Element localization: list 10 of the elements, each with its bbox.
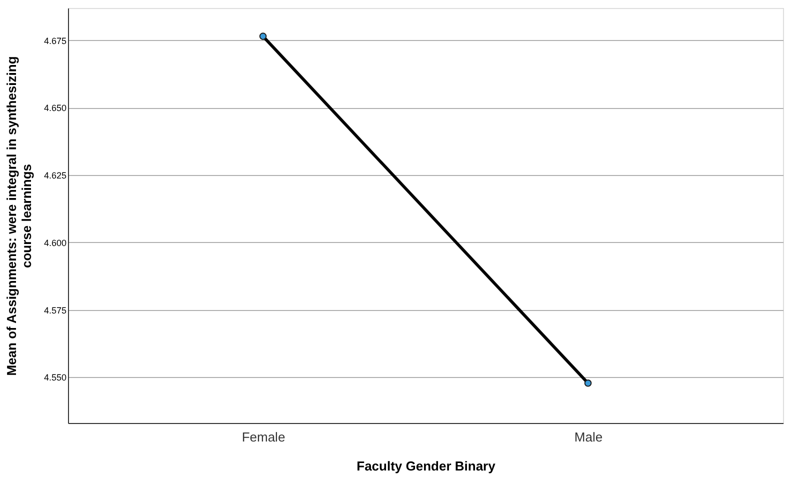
y-axis-title: Mean of Assignments: were integral in synthesizing course learnings <box>4 56 34 376</box>
y-tick-label: 4.625 <box>44 170 66 181</box>
x-tick-label: Male <box>574 430 603 444</box>
x-axis-title: Faculty Gender Binary <box>356 458 496 474</box>
y-tick-label: 4.650 <box>44 103 66 114</box>
y-tick-label: 4.575 <box>44 305 66 316</box>
x-tick-label: Female <box>242 430 286 444</box>
y-tick-label: 4.600 <box>44 238 66 248</box>
y-tick-label: 4.675 <box>44 36 66 46</box>
y-tick-label: 4.550 <box>44 372 66 383</box>
